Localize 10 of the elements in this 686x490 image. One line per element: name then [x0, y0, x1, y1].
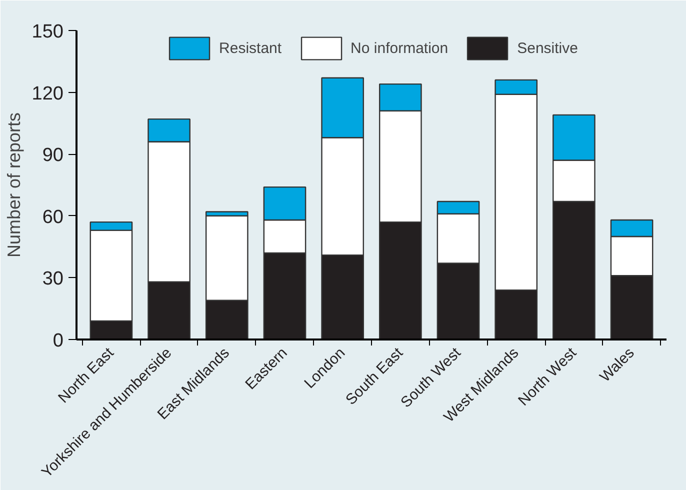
y-tick-label: 0 [52, 330, 64, 352]
y-tick-label: 60 [42, 206, 64, 228]
y-tick-label: 120 [32, 83, 64, 104]
y-tick-label: 150 [32, 22, 64, 42]
y-tick-label: 90 [42, 145, 64, 166]
legend-label: Sensitive [517, 40, 578, 56]
y-tick-label: 30 [42, 268, 64, 290]
legend-label: Resistant [219, 40, 282, 56]
legend-label: No information [350, 40, 448, 56]
y-axis-title: Number of reports [4, 112, 24, 258]
